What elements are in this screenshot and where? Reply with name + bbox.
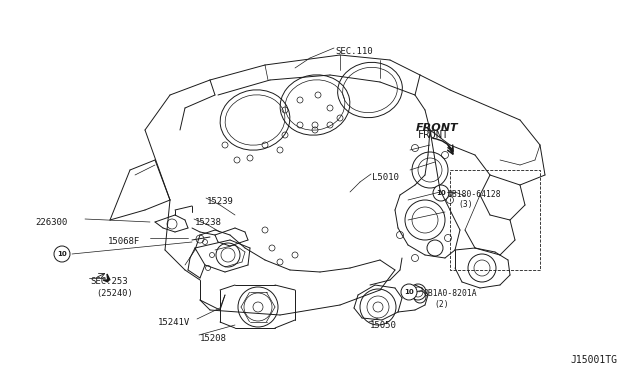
Text: L5010: L5010 [372,173,399,182]
Text: (25240): (25240) [96,289,132,298]
Circle shape [54,246,70,262]
Text: 15239: 15239 [207,197,234,206]
Text: 10: 10 [436,190,446,196]
Bar [450,170,540,270]
Text: FRONT: FRONT [418,130,449,140]
Text: SEC.110: SEC.110 [335,47,372,56]
Text: SEC.253: SEC.253 [90,277,127,286]
Circle shape [433,185,449,201]
Text: 15050: 15050 [370,321,397,330]
Text: 0B1A0-8201A: 0B1A0-8201A [424,289,477,298]
Text: FRONT: FRONT [416,123,459,133]
Text: 15208: 15208 [200,334,227,343]
Text: (3): (3) [458,200,472,209]
Text: 15068F: 15068F [108,237,140,246]
Text: (2): (2) [434,300,449,309]
Text: 10: 10 [57,251,67,257]
Text: 15241V: 15241V [158,318,190,327]
Text: 0B180-64128: 0B180-64128 [448,190,502,199]
Text: 15238: 15238 [195,218,222,227]
Circle shape [401,284,417,300]
Text: 226300: 226300 [35,218,67,227]
Text: 10: 10 [404,289,414,295]
Polygon shape [103,274,110,282]
Text: J15001TG: J15001TG [570,355,617,365]
